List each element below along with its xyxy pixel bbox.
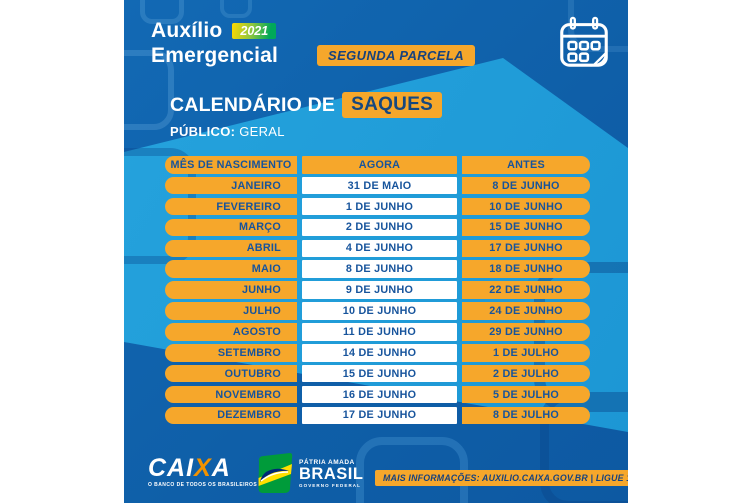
installment-badge: SEGUNDA PARCELA (317, 45, 476, 66)
rounded-square-decoration (140, 0, 184, 24)
brasil-text: BRASIL (299, 464, 364, 483)
table-row: AGOSTO 11 DE JUNHO 29 DE JUNHO (165, 323, 590, 341)
table-header-row: MÊS DE NASCIMENTO AGORA ANTES (165, 156, 590, 174)
agora-date-cell: 31 DE MAIO (302, 176, 457, 195)
antes-date-cell: 22 DE JUNHO (462, 281, 590, 299)
table-row: JUNHO 9 DE JUNHO 22 DE JUNHO (165, 281, 590, 299)
page-title: CALENDÁRIO DE SAQUES (170, 92, 443, 118)
caixa-x-letter: X (194, 454, 212, 482)
table-row: ABRIL 4 DE JUNHO 17 DE JUNHO (165, 239, 590, 258)
agora-date-cell: 8 DE JUNHO (302, 260, 457, 278)
audience-line: PÚBLICO: GERAL (170, 124, 285, 139)
antes-date-cell: 5 DE JULHO (462, 385, 590, 404)
agora-date-cell: 15 DE JUNHO (302, 364, 457, 383)
program-name-line2: Emergencial (151, 44, 279, 67)
antes-date-cell: 2 DE JULHO (462, 364, 590, 383)
brazil-flag-icon (258, 453, 293, 493)
patria-amada-text: PÁTRIA AMADA (299, 458, 355, 466)
poster-background: Auxílio 2021 Emergencial SEGUNDA PARCELA… (124, 0, 628, 503)
agora-date-cell: 1 DE JUNHO (302, 197, 457, 216)
month-cell: MAIO (165, 260, 297, 278)
header-month: MÊS DE NASCIMENTO (165, 156, 297, 174)
month-cell: SETEMBRO (165, 344, 297, 362)
antes-date-cell: 1 DE JULHO (462, 344, 590, 362)
month-cell: FEVEREIRO (165, 197, 297, 216)
title-text: CALENDÁRIO DE (170, 93, 336, 116)
government-logo-text: PÁTRIA AMADA BRASIL GOVERNO FEDERAL (299, 459, 363, 488)
month-cell: AGOSTO (165, 323, 297, 341)
antes-date-cell: 17 DE JUNHO (462, 239, 590, 258)
governo-federal-text: GOVERNO FEDERAL (299, 482, 362, 488)
caixa-wordmark: CAIXA (148, 455, 257, 481)
table-row: MAIO 8 DE JUNHO 18 DE JUNHO (165, 260, 590, 278)
more-info-bar: MAIS INFORMAÇÕES: AUXILIO.CAIXA.GOV.BR |… (375, 470, 628, 486)
withdrawal-calendar-table: MÊS DE NASCIMENTO AGORA ANTES JANEIRO 31… (165, 156, 590, 425)
agora-date-cell: 2 DE JUNHO (302, 218, 457, 237)
agora-date-cell: 11 DE JUNHO (302, 323, 457, 341)
table-row: JULHO 10 DE JUNHO 24 DE JUNHO (165, 302, 590, 320)
antes-date-cell: 29 DE JUNHO (462, 323, 590, 341)
caixa-letters: A (211, 454, 231, 482)
month-cell: JUNHO (165, 281, 297, 299)
month-cell: JANEIRO (165, 176, 297, 195)
table-row: NOVEMBRO 16 DE JUNHO 5 DE JULHO (165, 385, 590, 404)
header-antes: ANTES (462, 156, 590, 174)
agora-date-cell: 16 DE JUNHO (302, 385, 457, 404)
calendar-icon (560, 16, 608, 67)
month-cell: NOVEMBRO (165, 385, 297, 404)
antes-date-cell: 24 DE JUNHO (462, 302, 590, 320)
program-logo: Auxílio 2021 Emergencial (151, 18, 278, 68)
rounded-square-decoration (124, 50, 174, 130)
month-cell: OUTUBRO (165, 364, 297, 383)
title-highlight-badge: SAQUES (342, 92, 443, 118)
agora-date-cell: 9 DE JUNHO (302, 281, 457, 299)
table-row: MARÇO 2 DE JUNHO 15 DE JUNHO (165, 218, 590, 237)
agora-date-cell: 14 DE JUNHO (302, 344, 457, 362)
antes-date-cell: 15 DE JUNHO (462, 218, 590, 237)
table-row: FEVEREIRO 1 DE JUNHO 10 DE JUNHO (165, 197, 590, 216)
caixa-tagline: O BANCO DE TODOS OS BRASILEIROS (148, 482, 258, 488)
caixa-letters: CAI (148, 454, 195, 482)
year-badge: 2021 (232, 22, 277, 39)
antes-date-cell: 8 DE JULHO (462, 406, 590, 425)
month-cell: DEZEMBRO (165, 406, 297, 425)
table-row: OUTUBRO 15 DE JUNHO 2 DE JULHO (165, 364, 590, 383)
table-row: SETEMBRO 14 DE JUNHO 1 DE JULHO (165, 344, 590, 362)
header-agora: AGORA (302, 156, 457, 174)
agora-date-cell: 4 DE JUNHO (302, 239, 457, 258)
table-row: DEZEMBRO 17 DE JUNHO 8 DE JULHO (165, 406, 590, 425)
caixa-logo: CAIXA O BANCO DE TODOS OS BRASILEIROS (148, 455, 257, 488)
antes-date-cell: 10 DE JUNHO (462, 197, 590, 216)
antes-date-cell: 8 DE JUNHO (462, 176, 590, 195)
month-cell: MARÇO (165, 218, 297, 237)
table-row: JANEIRO 31 DE MAIO 8 DE JUNHO (165, 176, 590, 195)
agora-date-cell: 17 DE JUNHO (302, 406, 457, 425)
antes-date-cell: 18 DE JUNHO (462, 260, 590, 278)
month-cell: JULHO (165, 302, 297, 320)
audience-label: PÚBLICO: (170, 124, 236, 139)
rounded-square-decoration (220, 0, 252, 18)
government-logo: PÁTRIA AMADA BRASIL GOVERNO FEDERAL (256, 452, 363, 494)
agora-date-cell: 10 DE JUNHO (302, 302, 457, 320)
program-name-line1: Auxílio (151, 19, 223, 42)
audience-value: GERAL (239, 124, 285, 139)
month-cell: ABRIL (165, 239, 297, 258)
